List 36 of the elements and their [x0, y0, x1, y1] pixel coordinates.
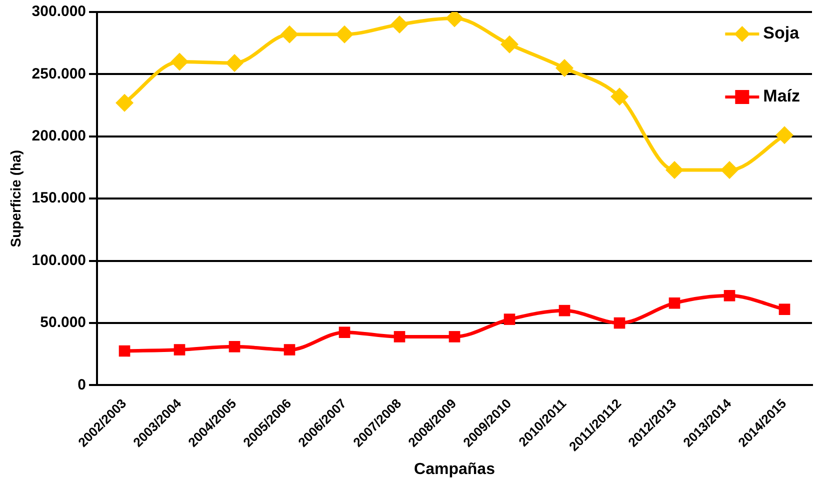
point [280, 25, 299, 44]
y-tick-label: 150.000 [32, 190, 86, 207]
y-tick-label: 100.000 [32, 252, 86, 269]
x-axis-title: Campañas [414, 460, 496, 478]
point [336, 25, 354, 44]
point [448, 331, 460, 342]
point [614, 317, 626, 329]
legend-label: Maíz [763, 86, 800, 106]
point [558, 304, 570, 316]
point [284, 344, 296, 356]
point [720, 160, 739, 179]
point [174, 344, 186, 356]
point [724, 290, 736, 302]
point [776, 126, 794, 144]
point [226, 54, 244, 72]
point [500, 35, 519, 54]
point [170, 52, 189, 71]
point [338, 326, 350, 338]
y-tick-label: 300.000 [32, 3, 86, 20]
point [390, 15, 409, 34]
point [556, 58, 574, 77]
point [228, 340, 240, 352]
y-tick-label: 250.000 [32, 65, 86, 82]
point [118, 345, 130, 357]
point [778, 304, 790, 315]
point [668, 297, 680, 309]
y-tick-label: 200.000 [32, 128, 86, 145]
point [116, 94, 134, 112]
y-axis-title: Superficie (ha) [7, 150, 24, 248]
y-tick-label: 0 [78, 376, 86, 394]
point [610, 88, 629, 106]
legend-label: Soja [763, 24, 800, 43]
y-tick-label: 50.000 [40, 314, 86, 332]
point [394, 331, 406, 342]
point [666, 160, 684, 179]
point [504, 314, 516, 325]
